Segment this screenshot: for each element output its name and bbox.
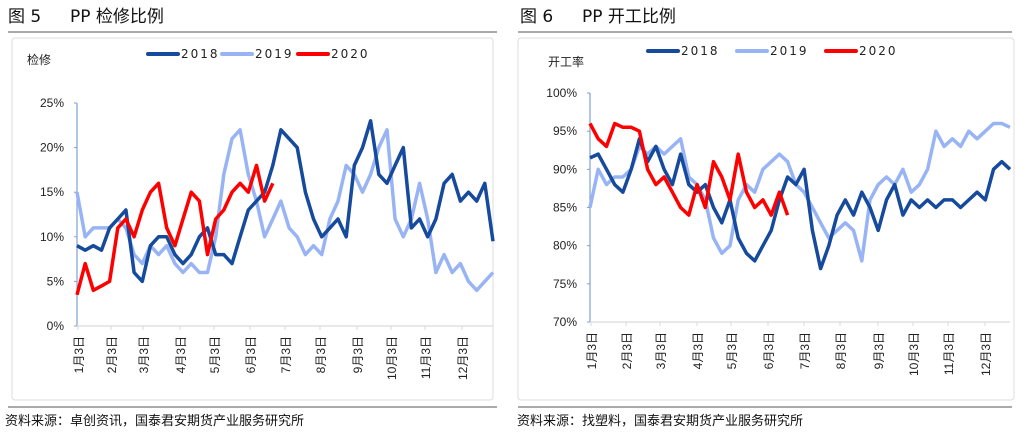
y-tick-label: 20% xyxy=(40,141,64,155)
x-tick-label: 4月3日 xyxy=(174,336,188,373)
legend-label-2018: 2018 xyxy=(181,47,220,61)
y-tick-label: 90% xyxy=(553,162,577,176)
y-tick-label: 95% xyxy=(553,124,577,138)
x-tick-label: 4月3日 xyxy=(691,332,705,369)
x-tick-label: 7月3日 xyxy=(798,332,812,369)
legend-label-2019: 2019 xyxy=(770,44,809,58)
chart-title: PP 检修比例 xyxy=(70,7,164,27)
x-tick-label: 12月3日 xyxy=(979,332,993,376)
x-tick-label: 10月3日 xyxy=(907,332,921,376)
x-tick-label: 10月3日 xyxy=(385,336,399,380)
legend-label-2019: 2019 xyxy=(255,47,294,61)
x-tick-label: 5月3日 xyxy=(725,332,739,369)
y-tick-label: 75% xyxy=(553,277,577,291)
y-tick-label: 100% xyxy=(546,86,577,100)
source-note: 资料来源：卓创资讯，国泰君安期货产业服务研究所 xyxy=(5,413,304,429)
legend-label-2018: 2018 xyxy=(681,44,720,58)
series-line-2020 xyxy=(588,121,790,217)
y-tick-label: 5% xyxy=(47,274,65,288)
series-line-2018 xyxy=(589,137,1012,271)
x-tick-label: 3月3日 xyxy=(137,336,151,373)
x-tick-label: 11月3日 xyxy=(419,336,433,379)
y-tick-label: 25% xyxy=(40,96,64,110)
x-tick-label: 2月3日 xyxy=(620,332,634,369)
figure-label: 图 5 xyxy=(8,7,41,27)
y-tick-label: 0% xyxy=(47,319,65,333)
chart-title: PP 开工比例 xyxy=(582,7,676,27)
x-tick-label: 1月3日 xyxy=(585,332,599,369)
y-tick-label: 70% xyxy=(553,315,577,329)
series-line-2020 xyxy=(75,163,275,296)
x-tick-label: 8月3日 xyxy=(834,332,848,369)
x-tick-label: 7月3日 xyxy=(279,336,293,373)
x-tick-label: 9月3日 xyxy=(872,332,886,369)
legend-label-2020: 2020 xyxy=(331,47,370,61)
series-line-2019 xyxy=(588,121,1011,263)
y-axis-label: 开工率 xyxy=(548,54,584,69)
legend-label-2020: 2020 xyxy=(859,44,898,58)
x-tick-label: 6月3日 xyxy=(244,336,258,373)
series-line-2018 xyxy=(76,119,495,284)
x-tick-label: 8月3日 xyxy=(314,336,328,373)
x-tick-label: 9月3日 xyxy=(351,336,365,373)
x-tick-label: 3月3日 xyxy=(654,332,668,369)
x-tick-label: 6月3日 xyxy=(762,332,776,369)
chart-frame xyxy=(517,37,1015,401)
x-tick-label: 1月3日 xyxy=(72,336,86,373)
chart-frame xyxy=(11,37,494,401)
source-note: 资料来源：找塑料，国泰君安期货产业服务研究所 xyxy=(517,413,803,429)
y-tick-label: 10% xyxy=(40,230,64,244)
x-tick-label: 2月3日 xyxy=(105,336,119,373)
y-tick-label: 15% xyxy=(40,185,64,199)
x-tick-label: 11月3日 xyxy=(942,332,956,375)
x-tick-label: 12月3日 xyxy=(456,336,470,380)
y-tick-label: 85% xyxy=(553,201,577,215)
figure-label: 图 6 xyxy=(520,7,553,27)
y-axis-label: 检修 xyxy=(27,52,51,67)
series-line-2019 xyxy=(75,128,495,293)
y-tick-label: 80% xyxy=(553,239,577,253)
x-tick-label: 5月3日 xyxy=(208,336,222,373)
